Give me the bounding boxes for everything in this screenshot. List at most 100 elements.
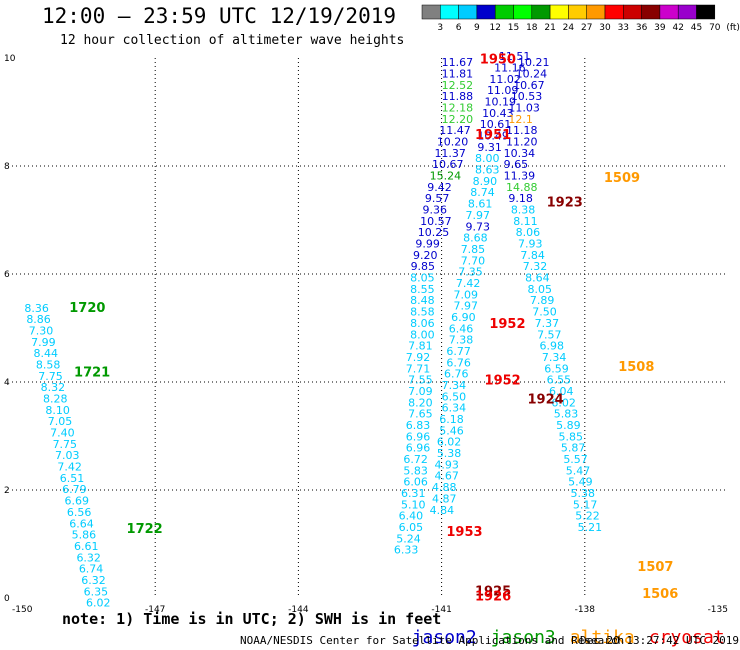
wave-height-point: 8.11: [513, 215, 538, 228]
color-scale-swatch: [549, 4, 569, 20]
wave-height-point: 9.85: [411, 260, 436, 273]
color-scale-swatch: [659, 4, 679, 20]
wave-height-point: 5.22: [575, 510, 600, 523]
color-scale-swatch: [476, 4, 496, 20]
track-label: 1950: [480, 52, 516, 67]
wave-height-point: 8.55: [410, 283, 435, 296]
y-tick-label: 10: [4, 54, 16, 64]
wave-height-point: 7.84: [520, 249, 545, 262]
track-label: 1509: [604, 171, 640, 186]
wave-height-point: 9.36: [423, 204, 448, 217]
wave-height-points: 8.368.867.307.998.448.587.758.328.288.10…: [24, 50, 602, 609]
wave-height-point: 12.18: [442, 101, 474, 114]
track-label: 1508: [618, 360, 654, 375]
wave-height-point: 6.74: [79, 563, 104, 576]
wave-height-point: 6.50: [442, 390, 467, 403]
wave-height-point: 6.96: [406, 442, 431, 455]
wave-height-point: 6.33: [394, 544, 419, 557]
wave-height-point: 10.43: [482, 107, 514, 120]
wave-height-point: 6.32: [76, 551, 101, 564]
satellite-legend: jason2 jason3 altika cryosat s3a: [390, 606, 740, 648]
wave-height-point: 8.58: [36, 359, 61, 372]
color-scale-label: 33: [618, 23, 629, 33]
chart-title: 12:00 – 23:59 UTC 12/19/2019: [42, 4, 397, 28]
wave-height-point: 8.58: [410, 306, 435, 319]
wave-height-point: 8.44: [33, 347, 58, 360]
color-scale-label: 9: [474, 23, 480, 33]
wave-height-point: 11.09: [487, 84, 519, 97]
wave-height-point: 5.17: [573, 498, 598, 511]
wave-height-point: 4.84: [430, 504, 455, 517]
color-scale-swatch: [623, 4, 642, 20]
wave-height-point: 5.89: [556, 419, 581, 432]
wave-height-point: 5.49: [568, 476, 593, 489]
color-scale-label: 24: [563, 23, 575, 33]
wave-height-point: 7.35: [458, 266, 483, 279]
chart-axes: -150 -147 -144 -141 -138 -135 0 2 4 6 8 10: [4, 54, 728, 615]
color-scale-swatch: [440, 4, 459, 20]
wave-height-point: 8.63: [475, 164, 500, 177]
footnote: note: 1) Time is in UTC; 2) SWH is in fe…: [62, 610, 442, 628]
x-tick-label: -138: [575, 605, 596, 615]
wave-height-point: 8.48: [410, 294, 435, 307]
wave-height-point: 6.61: [74, 540, 99, 553]
color-scale-swatch: [641, 4, 661, 20]
wave-height-point: 9.73: [465, 220, 490, 233]
y-tick-label: 4: [4, 378, 10, 388]
y-tick-label: 0: [4, 594, 10, 604]
wave-height-point: 7.75: [38, 370, 63, 383]
legend-jason3: jason3: [490, 627, 556, 648]
wave-height-point: 7.30: [29, 324, 53, 337]
wave-height-point: 10.57: [420, 215, 452, 228]
track-label: 1924: [528, 393, 564, 408]
wave-height-point: 7.89: [530, 294, 555, 307]
track-label: 1925: [475, 584, 511, 599]
wave-height-point: 8.06: [410, 317, 435, 330]
track-label: 1953: [446, 525, 482, 540]
wave-height-point: 5.83: [403, 464, 428, 477]
wave-height-point: 6.32: [81, 574, 106, 587]
wave-height-point: 6.18: [439, 413, 464, 426]
wave-height-point: 5.85: [559, 430, 584, 443]
legend-jason2: jason2: [411, 627, 477, 648]
wave-height-point: 7.34: [442, 379, 467, 392]
wave-height-point: 7.97: [465, 209, 490, 222]
track-label: 1720: [69, 301, 105, 316]
credit-text: NOAA/NESDIS Center for Satellite Applica…: [240, 634, 625, 647]
wave-height-point: 4.88: [432, 481, 457, 494]
wave-height-point: 7.70: [461, 254, 486, 267]
wave-height-point: 5.46: [439, 424, 464, 437]
wave-height-point: 9.42: [427, 181, 452, 194]
color-scale-label: 27: [581, 23, 592, 33]
wave-height-point: 7.37: [535, 317, 560, 330]
wave-height-point: 6.34: [442, 402, 467, 415]
wave-height-point: 5.87: [561, 442, 586, 455]
legend-altika: altika: [569, 627, 635, 648]
wave-height-point: 5.86: [72, 529, 97, 542]
wave-height-point: 8.61: [468, 198, 493, 211]
wave-height-point: 8.05: [410, 272, 435, 285]
wave-height-point: 6.06: [403, 476, 428, 489]
wave-height-point: 6.76: [446, 356, 471, 369]
track-label: 1923: [547, 196, 583, 211]
wave-height-point: 9.99: [415, 238, 440, 251]
wave-height-point: 8.00: [475, 152, 500, 165]
chart-grid: [12, 58, 728, 598]
track-label: 1506: [642, 587, 678, 602]
wave-height-point: 7.99: [31, 336, 56, 349]
wave-height-point: 10.67: [513, 79, 545, 92]
color-scale-swatch: [458, 4, 478, 20]
wave-height-point: 7.81: [408, 340, 433, 353]
wave-height-point: 5.57: [563, 453, 588, 466]
wave-height-point: 15.24: [430, 170, 462, 183]
color-scale-swatch: [513, 4, 533, 20]
track-label: 1926: [475, 590, 511, 605]
wave-height-point: 6.40: [399, 510, 424, 523]
track-label: 1721: [74, 366, 110, 381]
y-tick-label: 8: [4, 162, 10, 172]
wave-height-point: 8.20: [408, 396, 433, 409]
wave-height-point: 11.51: [499, 50, 531, 63]
wave-height-point: 6.96: [406, 430, 431, 443]
color-scale-label: 12: [489, 23, 500, 33]
